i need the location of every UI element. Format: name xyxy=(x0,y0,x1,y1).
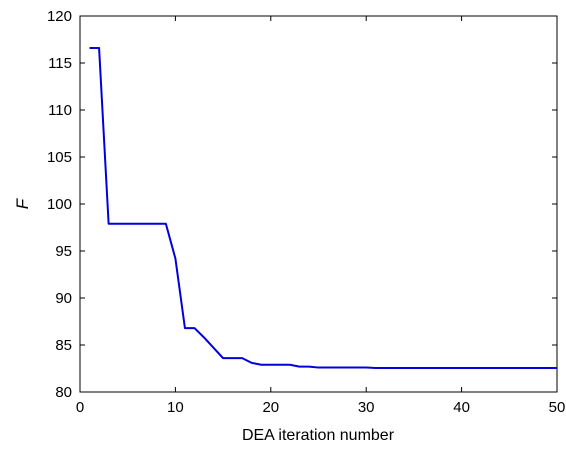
x-tick-label: 40 xyxy=(453,399,470,416)
y-axis-ticks: 80 85 90 95 100 105 110 115 120 xyxy=(47,8,557,401)
x-tick-label: 50 xyxy=(549,399,566,416)
y-tick-label: 105 xyxy=(47,149,72,166)
x-axis-ticks: 0 10 20 30 40 50 xyxy=(76,16,566,416)
y-tick-label: 115 xyxy=(48,55,72,72)
y-tick-label: 85 xyxy=(55,337,72,354)
x-axis-label: DEA iteration number xyxy=(242,427,395,444)
y-axis-label: F xyxy=(13,197,32,209)
x-tick-label: 0 xyxy=(76,399,84,416)
y-tick-label: 100 xyxy=(47,196,72,213)
x-tick-label: 30 xyxy=(358,399,375,416)
plot-area xyxy=(79,15,558,393)
y-tick-label: 80 xyxy=(55,384,72,401)
x-tick-label: 20 xyxy=(262,399,279,416)
y-tick-label: 120 xyxy=(47,8,72,25)
y-tick-label: 90 xyxy=(55,290,72,307)
y-tick-label: 95 xyxy=(55,243,72,260)
x-tick-label: 10 xyxy=(167,399,184,416)
series-line xyxy=(89,46,557,370)
y-tick-label: 110 xyxy=(48,102,72,119)
